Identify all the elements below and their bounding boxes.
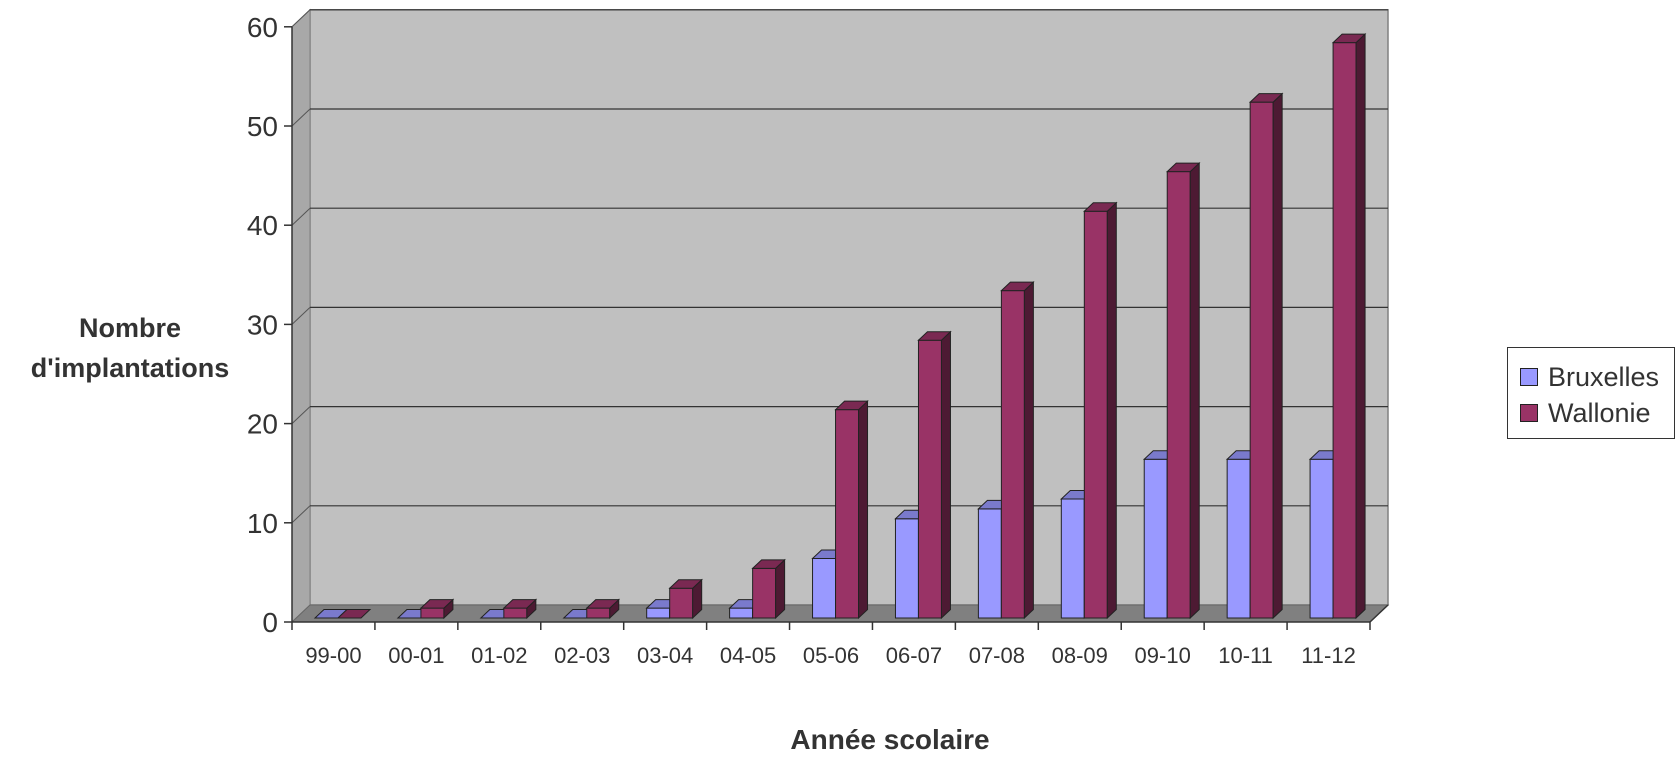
- legend-swatch-bruxelles: [1520, 368, 1538, 386]
- x-tick-label: 06-07: [886, 643, 942, 668]
- bar-wallonie-99-00: [336, 609, 372, 619]
- bar-front: [1309, 458, 1334, 619]
- axes: [284, 26, 1389, 630]
- y-tick-labels: 0 10 20 30 40 50 60: [247, 12, 278, 638]
- bar-side: [1023, 280, 1034, 620]
- bar-top: [336, 609, 372, 619]
- bar-wallonie-02-03: [585, 598, 621, 620]
- y-axis-title: Nombre d'implantations: [30, 313, 230, 383]
- gridline-side: [291, 307, 311, 325]
- bar-wallonie-04-05: [751, 558, 786, 620]
- gridline-side: [291, 505, 311, 524]
- bar-top: [1000, 281, 1035, 292]
- bar-wallonie-06-07: [917, 330, 952, 620]
- x-tick-label: 02-03: [554, 643, 610, 668]
- bar-front: [977, 508, 1002, 619]
- bar-side: [940, 330, 951, 620]
- bar-top: [1083, 202, 1118, 212]
- bar-wallonie-05-06: [834, 400, 869, 620]
- bar-wallonie-10-11: [1248, 92, 1284, 620]
- x-tick-label: 03-04: [637, 643, 693, 668]
- y-tick-label: 10: [247, 508, 278, 539]
- bar-front: [586, 607, 611, 619]
- bar-front: [1060, 498, 1085, 619]
- bar-front: [729, 607, 754, 619]
- bar-front: [1249, 101, 1274, 619]
- bar-front: [835, 409, 860, 619]
- x-tick-label: 08-09: [1052, 643, 1108, 668]
- bar-top: [1248, 93, 1284, 103]
- bar-front: [1000, 290, 1025, 619]
- bar-wallonie-09-10: [1165, 161, 1201, 620]
- bar-front: [503, 607, 528, 619]
- x-tick-label: 99-00: [305, 643, 361, 668]
- legend-swatch-wallonie: [1520, 404, 1538, 422]
- bars: [313, 32, 1367, 620]
- legend: Bruxelles Wallonie: [1507, 347, 1675, 439]
- y-tick-label: 40: [247, 210, 278, 241]
- x-tick-label: 09-10: [1135, 643, 1191, 668]
- x-tick-labels: 99-00 00-01 01-02 02-03 03-04 04-05 05-06 06-07…: [305, 643, 1356, 668]
- x-tick-label: 01-02: [471, 643, 527, 668]
- bar-top: [668, 579, 703, 589]
- bar-top: [1165, 162, 1201, 173]
- gridline-side: [291, 406, 311, 424]
- bar-top: [751, 559, 786, 569]
- x-tick-label: 05-06: [803, 643, 859, 668]
- y-tick-label: 60: [247, 12, 278, 43]
- bar-side: [858, 400, 869, 620]
- x-tick-label: 00-01: [388, 643, 444, 668]
- x-tick-label: 04-05: [720, 643, 776, 668]
- bar-wallonie-00-01: [419, 598, 455, 620]
- bar-front: [1143, 458, 1168, 619]
- y-tick-label: 0: [262, 607, 278, 638]
- gridline-side: [291, 108, 311, 127]
- bar-front: [1166, 171, 1191, 619]
- bar-front: [669, 587, 694, 619]
- y-tick-label: 30: [247, 309, 278, 340]
- bar-front: [646, 607, 671, 619]
- gridline-side: [291, 9, 311, 28]
- bar-top: [502, 599, 538, 609]
- legend-item-wallonie: Wallonie: [1520, 398, 1651, 428]
- bar-front: [1226, 458, 1251, 619]
- bar-wallonie-03-04: [668, 578, 703, 620]
- bar-front: [752, 567, 777, 619]
- bar-front: [917, 339, 942, 619]
- bar-front: [894, 518, 919, 619]
- bar-wallonie-01-02: [502, 598, 538, 620]
- gridline-side: [291, 207, 311, 226]
- bar-wallonie-11-12: [1331, 32, 1367, 620]
- bar-front: [1083, 210, 1108, 619]
- bar-top: [419, 599, 455, 609]
- bar-top: [585, 599, 621, 609]
- bar-top: [834, 400, 869, 411]
- bar-top: [1331, 33, 1367, 44]
- bar-front: [812, 557, 837, 619]
- y-tick-label: 20: [247, 409, 278, 440]
- bar-side: [775, 558, 786, 620]
- bar-top: [917, 331, 952, 341]
- x-axis-depth-line: [1369, 604, 1389, 623]
- bar-side: [1355, 32, 1366, 620]
- bar-wallonie-07-08: [1000, 280, 1035, 620]
- legend-label-wallonie: Wallonie: [1548, 397, 1651, 428]
- bar-side: [1106, 201, 1117, 620]
- x-tick-label: 10-11: [1218, 643, 1273, 668]
- bar-side: [1272, 92, 1283, 620]
- bar-side: [1189, 161, 1200, 620]
- bar-wallonie-08-09: [1083, 201, 1118, 620]
- bar-front: [420, 607, 445, 619]
- legend-label-bruxelles: Bruxelles: [1548, 361, 1660, 392]
- y-tick-label: 50: [247, 111, 278, 142]
- legend-item-bruxelles: Bruxelles: [1520, 362, 1659, 392]
- x-tick-label: 11-12: [1301, 643, 1356, 668]
- x-axis-title: Année scolaire: [790, 724, 990, 755]
- bar-front: [1332, 42, 1357, 619]
- x-tick-label: 07-08: [969, 643, 1025, 668]
